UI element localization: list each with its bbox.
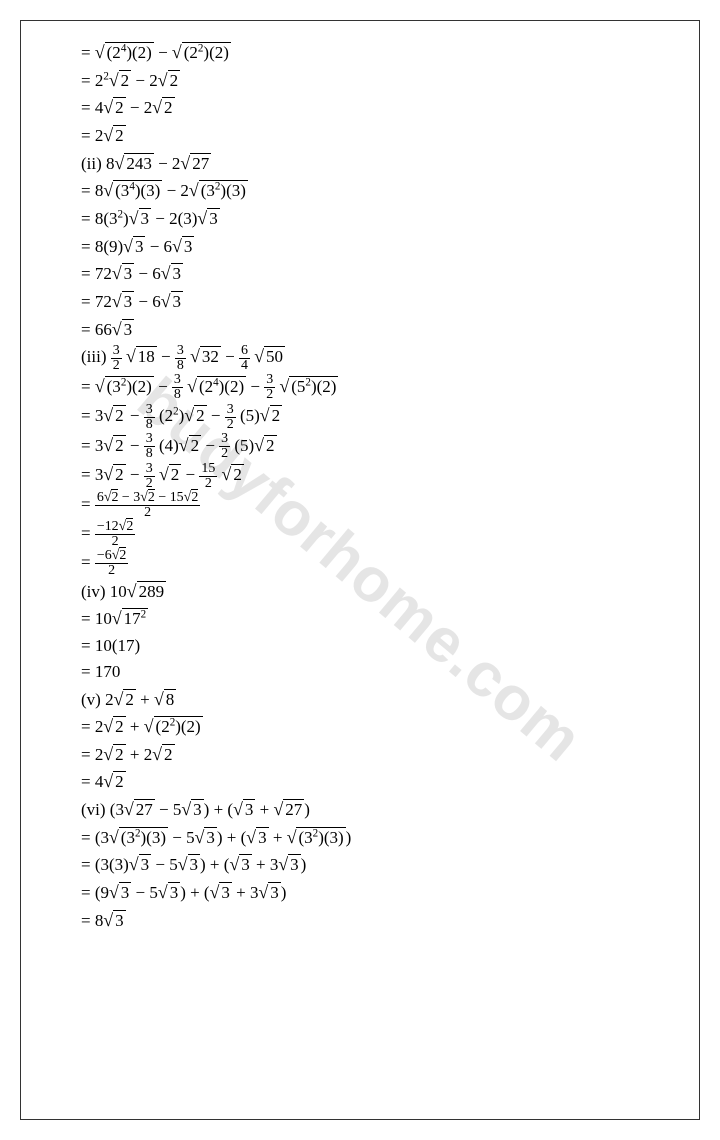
math-line: = (3(3)√3 − 5√3) + (√3 + 3√3) (81, 851, 681, 879)
math-line: = −6√22 (81, 549, 681, 578)
math-line: = 72√3 − 6√3 (81, 288, 681, 316)
problem-label: (iv) 10√289 (81, 578, 681, 606)
problem-label: (vi) (3√27 − 5√3) + (√3 + √27) (81, 796, 681, 824)
math-line: = √(24)(2) − √(22)(2) (81, 39, 681, 67)
page-border: budyforhome.com = √(24)(2) − √(22)(2) = … (20, 20, 700, 1120)
math-line: = 72√3 − 6√3 (81, 260, 681, 288)
math-line: = 10√172 (81, 605, 681, 633)
math-line: = 8(32)√3 − 2(3)√3 (81, 205, 681, 233)
math-line: = 8√3 (81, 907, 681, 935)
math-line: = 170 (81, 659, 681, 685)
math-line: = 3√2 − 32 √2 − 152 √2 (81, 461, 681, 491)
math-line: = 66√3 (81, 316, 681, 344)
math-line: = 6√2 − 3√2 − 15√22 (81, 491, 681, 520)
problem-label: (iii) 32 √18 − 38 √32 − 64 √50 (81, 343, 681, 373)
math-line: = 10(17) (81, 633, 681, 659)
math-line: = 3√2 − 38 (4)√2 − 32 (5)√2 (81, 432, 681, 462)
math-line: = 2√2 + √(22)(2) (81, 713, 681, 741)
math-line: = (3√(32)(3) − 5√3) + (√3 + √(32)(3)) (81, 824, 681, 852)
math-line: = 8(9)√3 − 6√3 (81, 233, 681, 261)
math-line: = −12√22 (81, 520, 681, 549)
math-line: = 2√2 (81, 122, 681, 150)
problem-label: (v) 2√2 + √8 (81, 686, 681, 714)
math-line: = 4√2 − 2√2 (81, 94, 681, 122)
math-line: = 8√(34)(3) − 2√(32)(3) (81, 177, 681, 205)
math-line: = 22√2 − 2√2 (81, 67, 681, 95)
math-line: = 4√2 (81, 768, 681, 796)
math-line: = (9√3 − 5√3) + (√3 + 3√3) (81, 879, 681, 907)
math-line: = 2√2 + 2√2 (81, 741, 681, 769)
math-line: = √(32)(2) − 38 √(24)(2) − 32 √(52)(2) (81, 373, 681, 403)
math-line: = 3√2 − 38 (22)√2 − 32 (5)√2 (81, 402, 681, 432)
problem-label: (ii) 8√243 − 2√27 (81, 150, 681, 178)
